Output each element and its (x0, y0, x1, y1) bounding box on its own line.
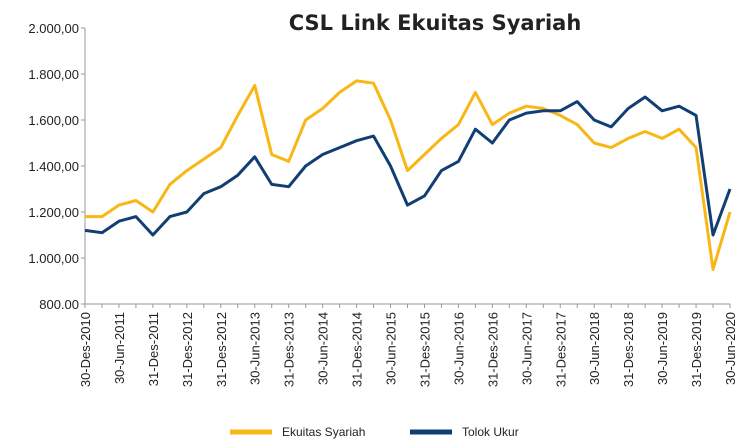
x-tick-label: 31-Des-2015 (417, 312, 432, 387)
y-tick-label: 1.000,00 (28, 251, 79, 266)
y-tick-label: 800.00 (39, 297, 79, 312)
x-tick-label: 30-Des-2010 (78, 312, 93, 387)
x-tick-label: 30-Jun-2015 (384, 312, 399, 385)
x-tick-label: 31-Des-2014 (350, 312, 365, 387)
x-tick-label: 30-Jun-2019 (655, 312, 670, 385)
x-tick-label: 31-Des-2019 (689, 312, 704, 387)
chart-title: CSL Link Ekuitas Syariah (289, 11, 582, 35)
y-tick-label: 2.000,00 (28, 21, 79, 36)
x-tick-label: 31-Des-2012 (180, 312, 195, 387)
legend-label: Ekuitas Syariah (282, 425, 365, 439)
series-line (84, 95, 732, 237)
legend-label: Tolok Ukur (462, 425, 519, 439)
x-tick-label: 31-Des-2013 (282, 312, 297, 387)
x-tick-label: 31-Des-2017 (553, 312, 568, 387)
y-tick-label: 1.400,00 (28, 159, 79, 174)
x-tick-label: 30-Jun-2013 (248, 312, 263, 385)
x-tick-label: 30-Jun-2018 (587, 312, 602, 385)
x-tick-label: 31-Des-2016 (485, 312, 500, 387)
x-tick-label: 30-Jun-2016 (451, 312, 466, 385)
y-tick-label: 1.200,00 (28, 205, 79, 220)
x-tick-label: 31-Des-2011 (146, 312, 161, 386)
x-tick-label: 30-Jun-2011 (112, 312, 127, 384)
y-tick-label: 1.600,00 (28, 113, 79, 128)
series-line (85, 79, 732, 271)
x-tick-label: 30-Jun-2020 (723, 312, 737, 385)
x-tick-label: 31-Des-2012 (214, 312, 229, 387)
x-tick-label: 30-Jun-2017 (519, 312, 534, 385)
x-tick-label: 30-Jun-2014 (316, 312, 331, 385)
y-tick-label: 1.800,00 (28, 67, 79, 82)
x-tick-label: 31-Des-2018 (621, 312, 636, 387)
